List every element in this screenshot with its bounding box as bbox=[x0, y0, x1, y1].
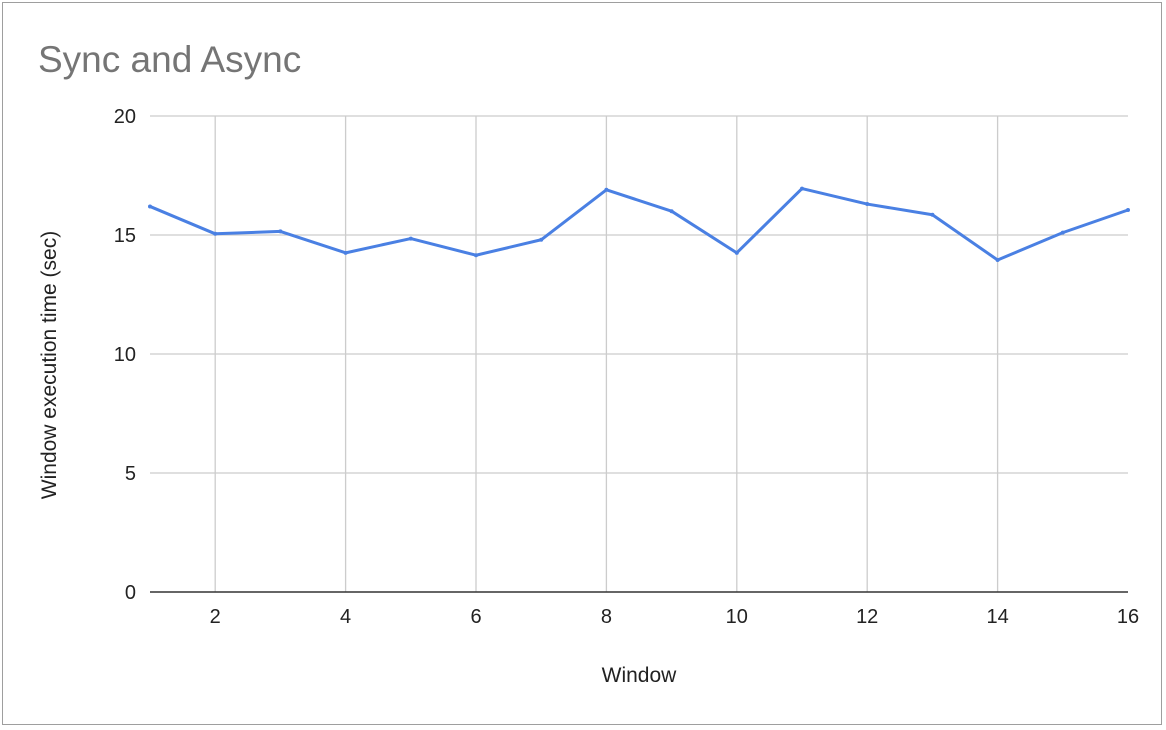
data-point bbox=[213, 231, 218, 236]
data-point bbox=[800, 186, 804, 191]
y-tick-label: 15 bbox=[114, 225, 136, 247]
chart-title: Sync and Async bbox=[38, 39, 301, 80]
data-point bbox=[474, 253, 478, 258]
x-tick-label: 8 bbox=[601, 606, 612, 628]
series-layer bbox=[148, 186, 1130, 262]
x-tick-label: 16 bbox=[1117, 606, 1139, 628]
tick-labels: 0 5 10 15 20 2 4 6 8 10 12 14 16 bbox=[114, 106, 1139, 628]
data-point bbox=[995, 257, 1000, 262]
x-tick-label: 14 bbox=[986, 606, 1008, 628]
data-point bbox=[539, 237, 544, 242]
y-tick-label: 0 bbox=[125, 582, 136, 604]
y-tick-label: 5 bbox=[125, 463, 136, 485]
x-tick-label: 4 bbox=[340, 606, 351, 628]
data-point bbox=[1060, 230, 1065, 235]
data-point bbox=[734, 250, 739, 255]
x-tick-label: 2 bbox=[210, 606, 221, 628]
data-point bbox=[604, 187, 609, 192]
x-tick-label: 10 bbox=[726, 606, 748, 628]
y-axis-title: Window execution time (sec) bbox=[38, 231, 61, 499]
data-point bbox=[278, 229, 283, 234]
data-point bbox=[408, 236, 413, 241]
y-tick-label: 20 bbox=[114, 106, 136, 128]
x-axis-title: Window bbox=[602, 664, 678, 687]
y-tick-label: 10 bbox=[114, 344, 136, 366]
grid bbox=[150, 115, 1128, 592]
x-tick-label: 6 bbox=[470, 606, 481, 628]
series-line bbox=[148, 187, 1130, 262]
data-point bbox=[148, 204, 152, 209]
data-point bbox=[669, 209, 674, 214]
data-point bbox=[343, 250, 348, 255]
x-tick-label: 12 bbox=[856, 606, 878, 628]
data-point bbox=[930, 212, 935, 217]
data-point bbox=[865, 202, 870, 207]
data-point bbox=[1126, 208, 1130, 213]
